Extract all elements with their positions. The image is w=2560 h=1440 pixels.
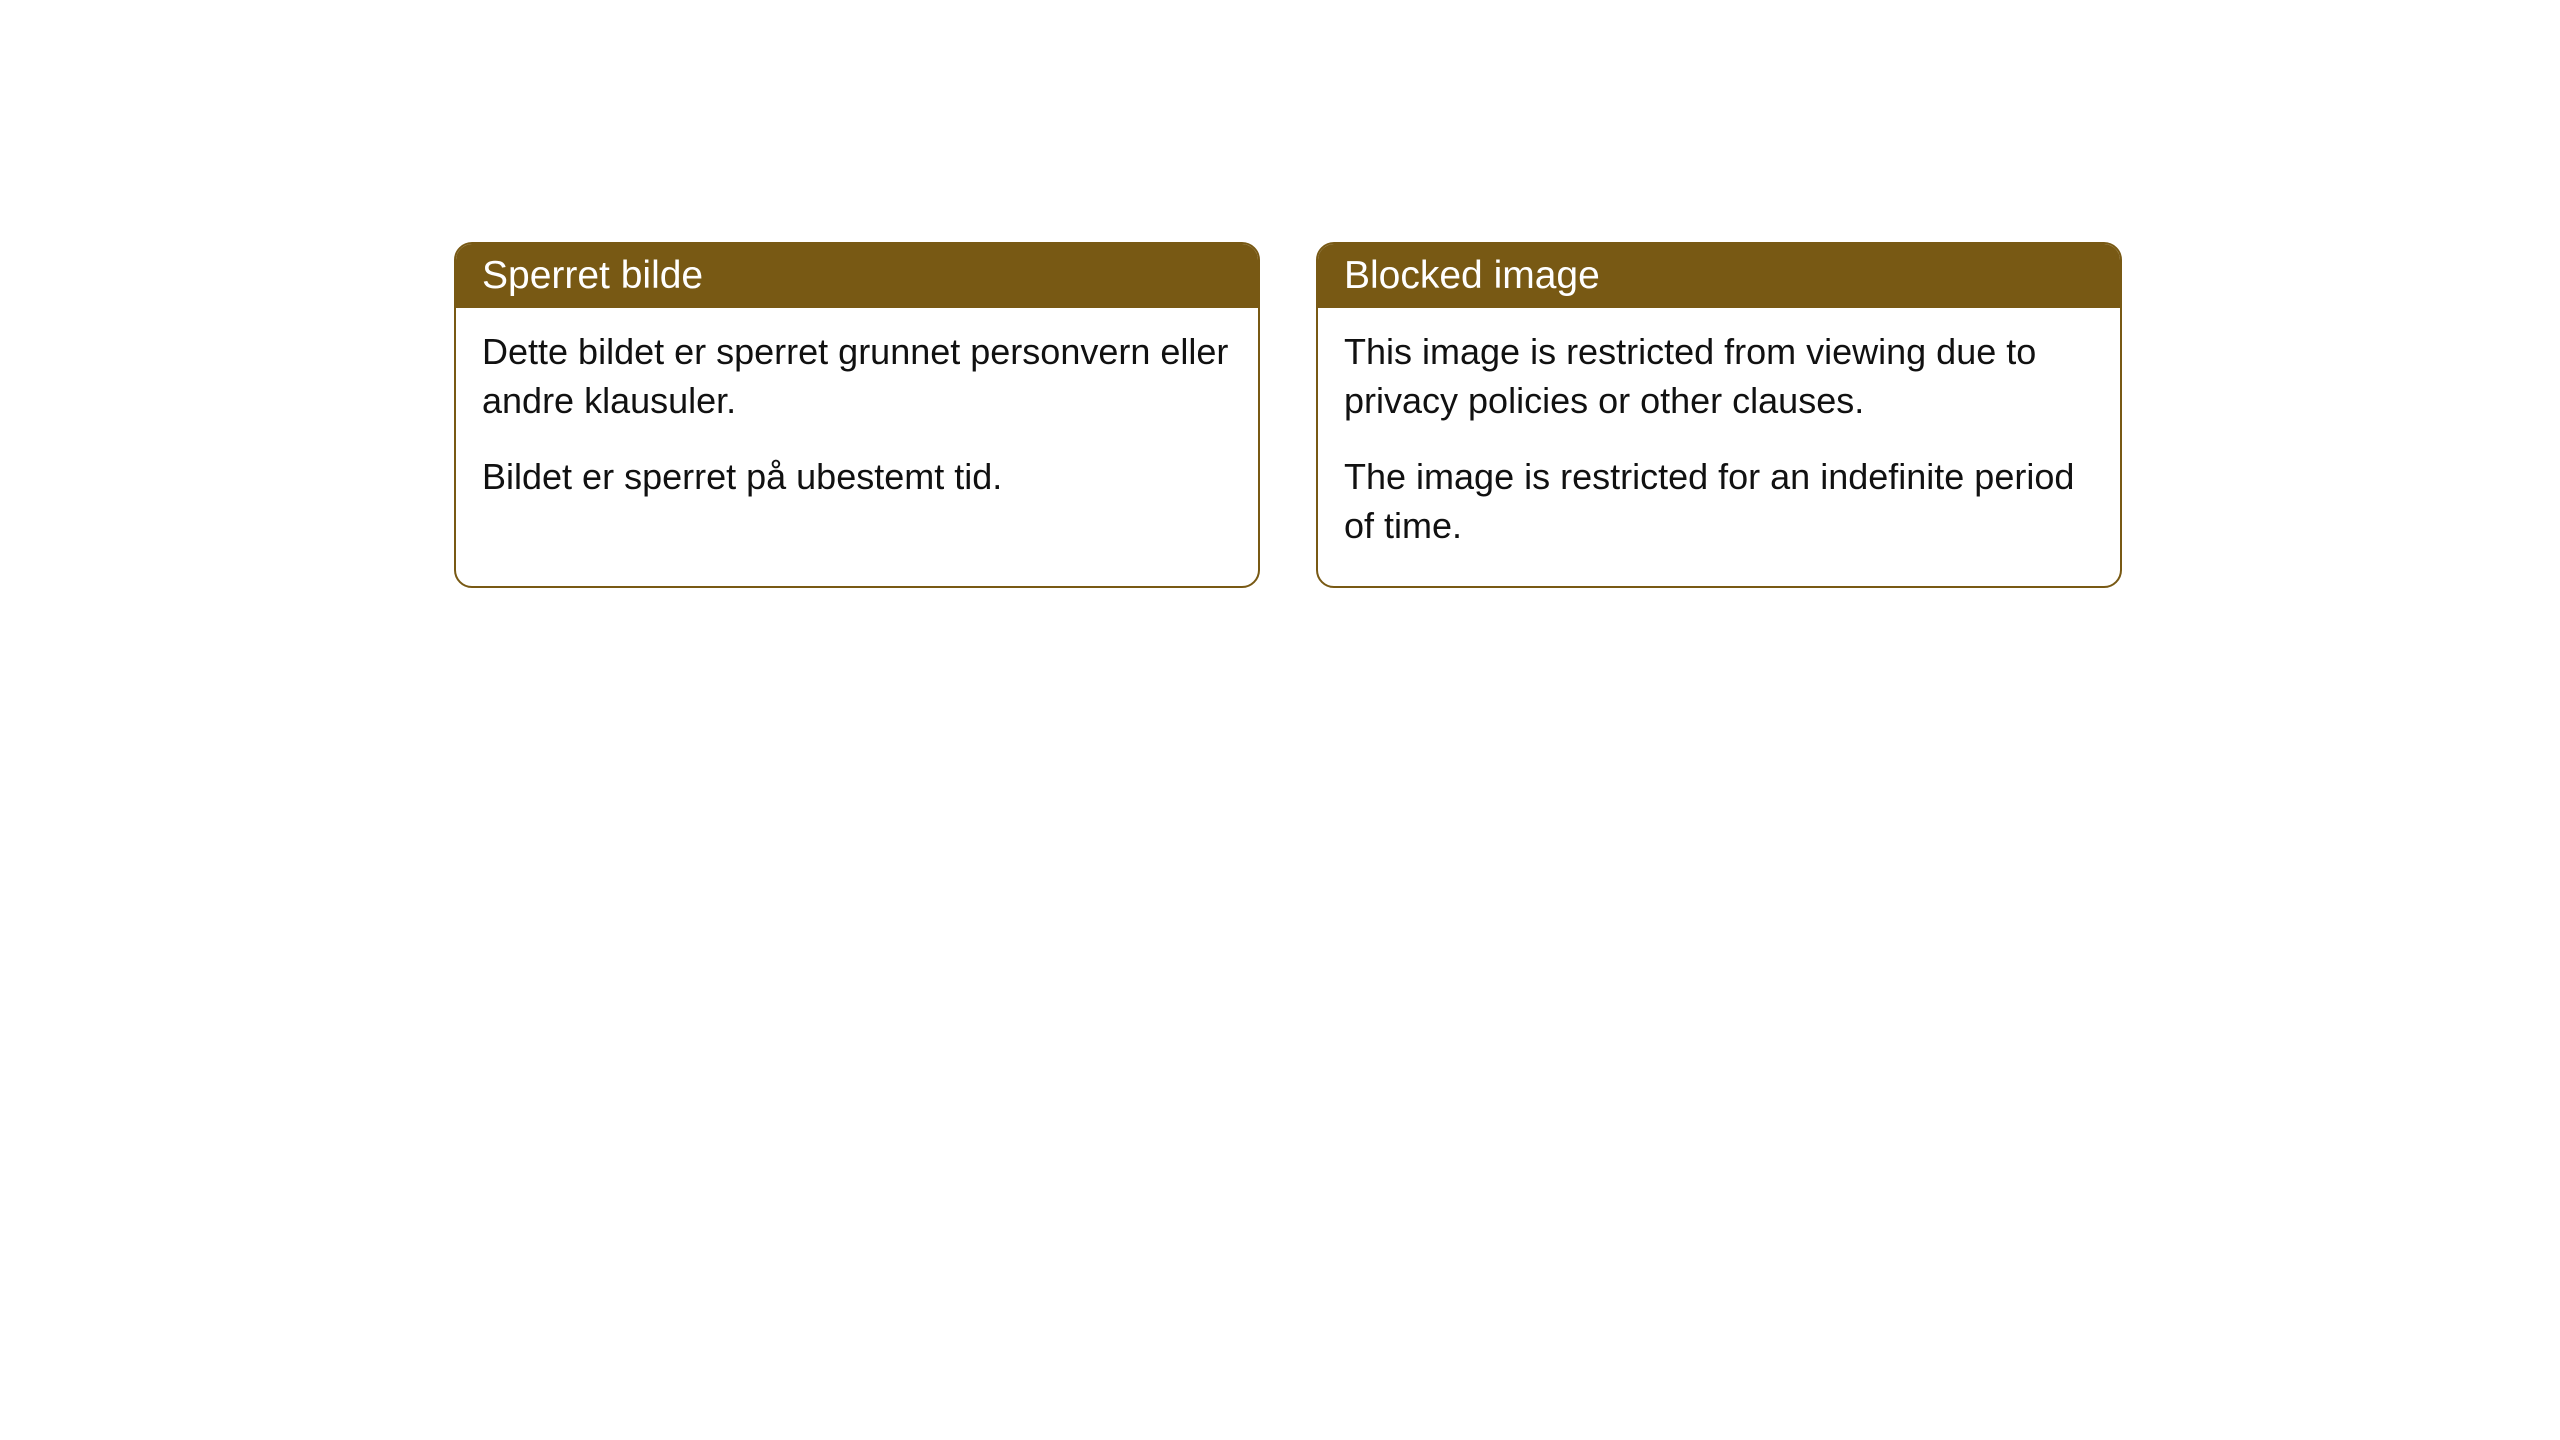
blocked-image-card-en: Blocked image This image is restricted f… [1316, 242, 2122, 588]
card-body: This image is restricted from viewing du… [1318, 308, 2120, 586]
card-body: Dette bildet er sperret grunnet personve… [456, 308, 1258, 538]
card-header: Blocked image [1318, 244, 2120, 308]
card-paragraph-2: The image is restricted for an indefinit… [1344, 453, 2094, 550]
card-paragraph-1: Dette bildet er sperret grunnet personve… [482, 328, 1232, 425]
card-header: Sperret bilde [456, 244, 1258, 308]
blocked-image-card-no: Sperret bilde Dette bildet er sperret gr… [454, 242, 1260, 588]
cards-container: Sperret bilde Dette bildet er sperret gr… [0, 0, 2560, 588]
card-paragraph-2: Bildet er sperret på ubestemt tid. [482, 453, 1232, 502]
card-paragraph-1: This image is restricted from viewing du… [1344, 328, 2094, 425]
